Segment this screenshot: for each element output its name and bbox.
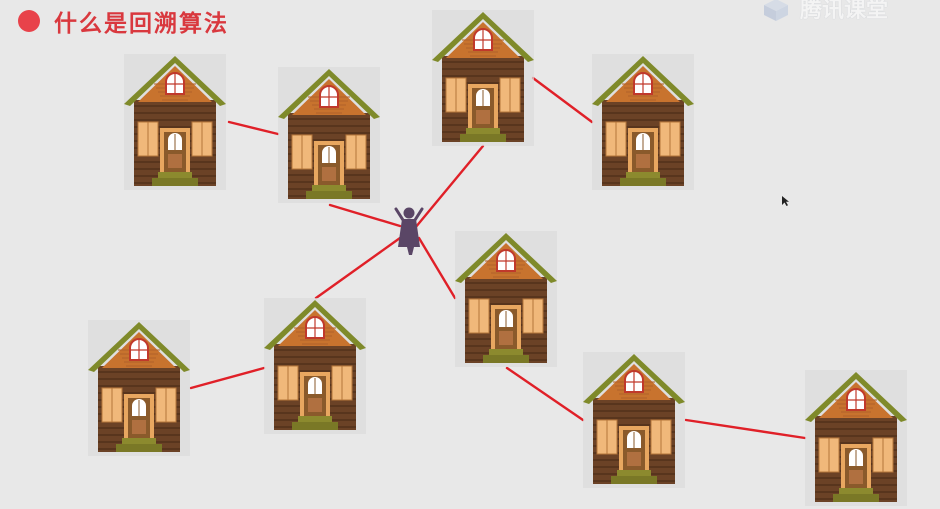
mouse-cursor-icon bbox=[782, 196, 789, 206]
watermark-text: 腾讯课堂 bbox=[800, 0, 889, 23]
start bbox=[394, 207, 424, 255]
edge-start-house-5 bbox=[417, 236, 457, 300]
house-5 bbox=[455, 231, 557, 367]
bullet-dot-icon bbox=[18, 10, 40, 32]
house-7 bbox=[88, 320, 190, 456]
nodes-layer bbox=[88, 10, 907, 506]
edge-house-1-house-2 bbox=[227, 120, 280, 136]
slide-title: 什么是回溯算法 bbox=[18, 4, 229, 38]
edge-house-5-house-8 bbox=[505, 366, 585, 422]
person-icon bbox=[403, 207, 415, 219]
watermark: 腾讯课堂 bbox=[760, 0, 889, 23]
house-4 bbox=[592, 54, 694, 190]
edge-start-house-6 bbox=[314, 236, 402, 300]
tencent-classroom-logo-icon bbox=[764, 0, 788, 21]
edge-house-8-house-9 bbox=[684, 418, 807, 440]
edges-layer bbox=[189, 76, 807, 440]
edge-house-6-house-7 bbox=[189, 366, 266, 390]
edge-house-3-start bbox=[413, 144, 485, 230]
edge-house-2-start bbox=[328, 203, 402, 228]
house-8 bbox=[583, 352, 685, 488]
house-6 bbox=[264, 298, 366, 434]
house-1 bbox=[124, 54, 226, 190]
house-9 bbox=[805, 370, 907, 506]
title-text: 什么是回溯算法 bbox=[54, 11, 229, 37]
house-3 bbox=[432, 10, 534, 146]
edge-house-3-house-4 bbox=[531, 76, 594, 124]
house-2 bbox=[278, 67, 380, 203]
